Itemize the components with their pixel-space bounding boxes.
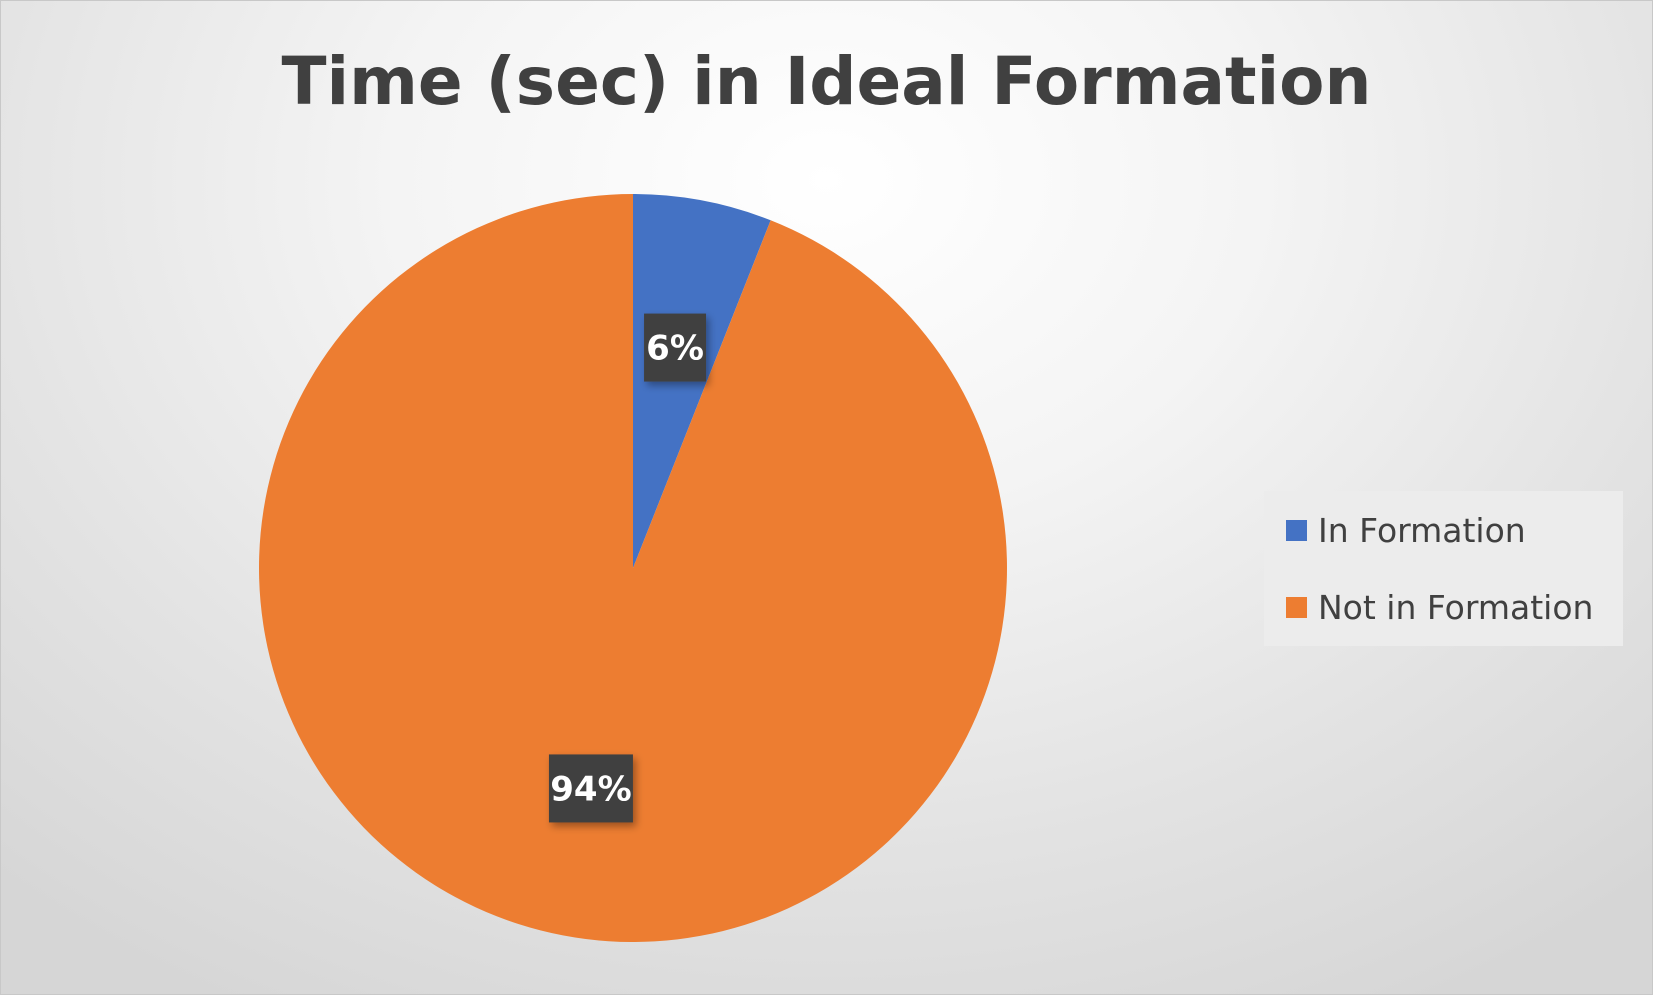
legend: In Formation Not in Formation (1264, 491, 1623, 646)
legend-label: In Formation (1318, 510, 1526, 550)
legend-item-not-in-formation: Not in Formation (1286, 587, 1623, 627)
data-label-not-in-formation: 94% (548, 754, 633, 823)
chart-title: Time (sec) in Ideal Formation (281, 43, 1372, 120)
data-label-box (644, 313, 707, 382)
legend-swatch (1286, 596, 1307, 618)
data-label-text: 6% (646, 329, 704, 369)
legend-label: Not in Formation (1318, 587, 1594, 627)
data-label-box (548, 754, 633, 823)
data-label-in-formation: 6% (644, 313, 707, 382)
pie-slice-not-in-formation (258, 194, 1007, 943)
data-label-text: 94% (550, 769, 631, 809)
legend-swatch (1286, 519, 1307, 541)
legend-item-in-formation: In Formation (1286, 510, 1623, 550)
